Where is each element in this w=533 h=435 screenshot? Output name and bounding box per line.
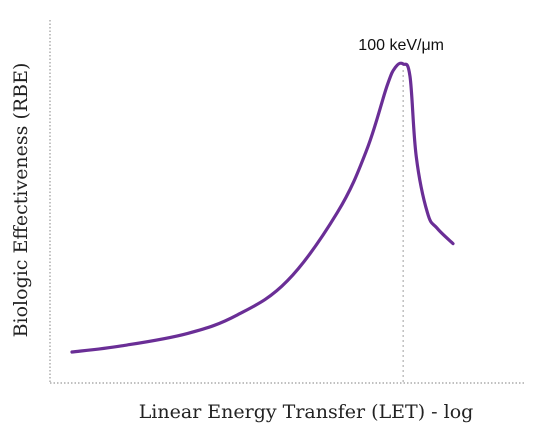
x-axis-title: Linear Energy Transfer (LET) - log (139, 401, 474, 423)
y-axis-title: Biologic Effectiveness (RBE) (10, 63, 32, 338)
peak-annotation: 100 keV/μm (358, 37, 444, 54)
series-line-rbe (70, 61, 455, 354)
